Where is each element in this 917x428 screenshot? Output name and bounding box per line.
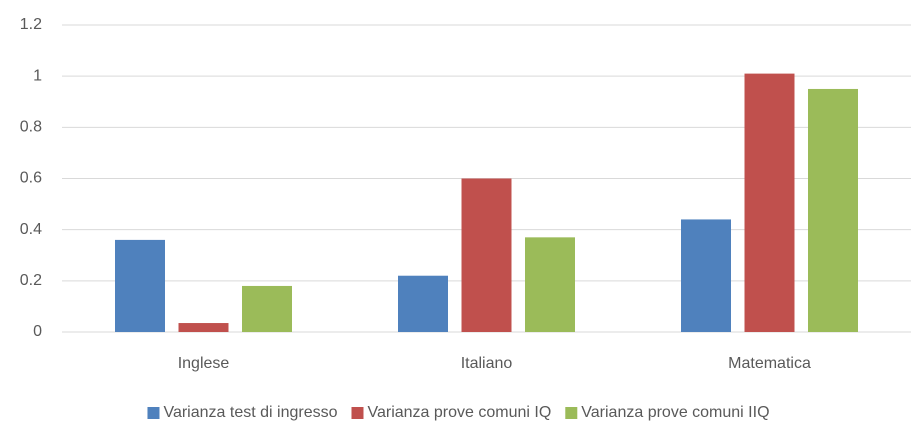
y-tick-label: 0.8: [20, 119, 42, 136]
y-tick-label: 0.2: [20, 272, 42, 289]
bar: [744, 73, 795, 332]
x-tick-label: Matematica: [728, 355, 811, 372]
bar: [398, 275, 448, 332]
bar: [808, 88, 858, 332]
legend-swatch: [565, 407, 578, 419]
bar: [178, 323, 229, 332]
bar: [461, 178, 512, 332]
y-tick-label: 1: [33, 67, 42, 84]
bar: [525, 237, 575, 332]
bar: [681, 219, 731, 332]
x-tick-label: Italiano: [461, 355, 513, 372]
y-tick-label: 0: [33, 323, 42, 340]
y-tick-label: 1.2: [20, 16, 42, 33]
legend-swatch: [147, 407, 160, 419]
bar: [115, 239, 165, 332]
legend-label: Varianza prove comuni IIQ: [581, 404, 769, 421]
y-tick-label: 0.6: [20, 170, 42, 187]
legend-label: Varianza test di ingresso: [163, 404, 337, 421]
legend-label: Varianza prove comuni IQ: [367, 404, 551, 421]
bar: [242, 285, 292, 332]
x-tick-label: Inglese: [178, 355, 230, 372]
legend-swatch: [351, 407, 364, 419]
y-tick-label: 0.4: [20, 221, 42, 238]
